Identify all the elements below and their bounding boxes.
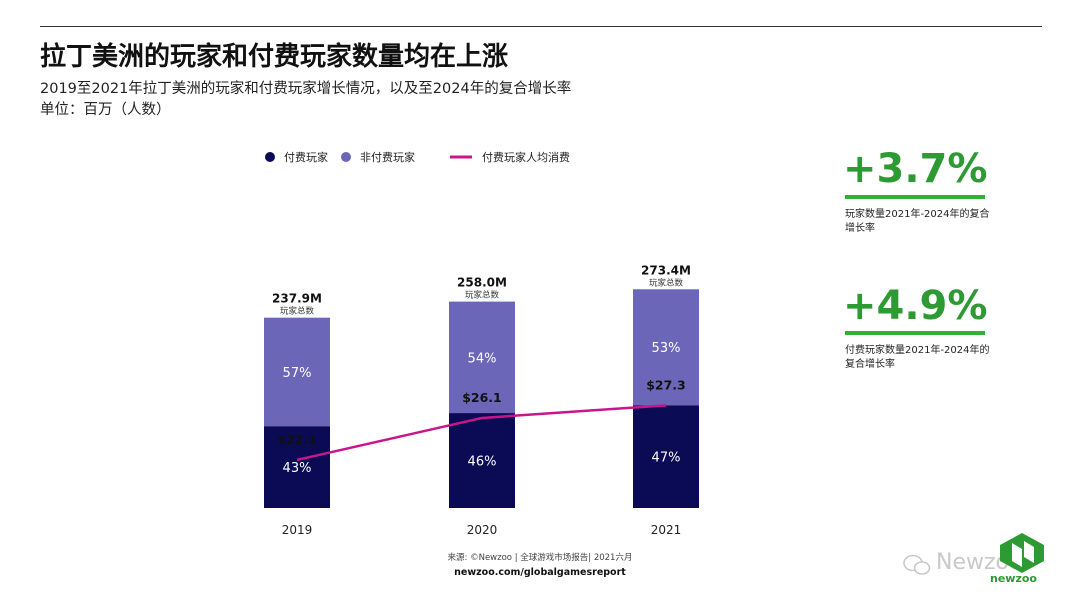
legend-swatch-nonpaying	[341, 152, 351, 162]
legend-label-paying: 付费玩家	[284, 150, 328, 164]
bar-label-paying-2019: 43%	[283, 461, 312, 476]
legend-swatch-paying	[265, 152, 275, 162]
spend-label-2020: $26.1	[462, 390, 502, 405]
page-title: 拉丁美洲的玩家和付费玩家数量均在上涨	[40, 42, 509, 72]
bar-nonpaying-2020	[449, 301, 515, 414]
bar-nonpaying-2019	[264, 317, 330, 427]
wechat-icon	[903, 554, 931, 575]
kpi-bar-players	[845, 195, 985, 199]
legend-label-nonpaying: 非付费玩家	[360, 150, 415, 164]
kpi-value-players: +3.7%	[843, 146, 988, 192]
total-label-2021: 273.4M	[641, 263, 691, 277]
kpi-value-paying: +4.9%	[843, 283, 988, 329]
bar-label-nonpaying-2019: 57%	[283, 366, 312, 381]
x-tick-label-2020: 2020	[467, 523, 498, 537]
spend-label-2021: $27.3	[646, 377, 686, 392]
bar-label-nonpaying-2020: 54%	[468, 351, 497, 366]
total-label-2020: 258.0M	[457, 276, 507, 290]
bar-paying-2019	[264, 426, 330, 508]
unit-label: 单位：百万（人数）	[40, 102, 171, 118]
bar-paying-2020	[449, 413, 515, 508]
total-label-2019: 237.9M	[272, 292, 322, 306]
bar-label-paying-2021: 47%	[652, 451, 681, 466]
bar-paying-2021	[633, 405, 699, 508]
x-tick-label-2021: 2021	[651, 523, 682, 537]
source-link[interactable]: newzoo.com/globalgamesreport	[454, 567, 626, 578]
source-note: 来源: ©Newzoo | 全球游戏市场报告| 2021六月	[447, 553, 633, 563]
total-sublabel-2019: 玩家总数	[280, 306, 315, 317]
spend-label-2019: $22.1	[277, 432, 317, 447]
page-subtitle: 2019至2021年拉丁美洲的玩家和付费玩家增长情况，以及至2024年的复合增长…	[40, 81, 572, 97]
kpi-desc-players: 玩家数量2021年-2024年的复合增长率	[845, 209, 990, 234]
bar-nonpaying-2021	[633, 289, 699, 406]
newzoo-logo-icon	[1000, 533, 1044, 573]
total-sublabel-2020: 玩家总数	[465, 290, 500, 301]
legend-label-spend: 付费玩家人均消费	[482, 150, 570, 164]
logo-text: newzoo	[990, 572, 1037, 585]
top-rule	[40, 26, 1042, 27]
bar-label-paying-2020: 46%	[468, 455, 497, 470]
kpi-desc-paying: 付费玩家数量2021年-2024年的复合增长率	[845, 345, 990, 370]
total-sublabel-2021: 玩家总数	[649, 277, 684, 288]
kpi-bar-paying	[845, 331, 985, 335]
spend-line	[296, 404, 667, 462]
bar-label-nonpaying-2021: 53%	[652, 341, 681, 356]
x-tick-label-2019: 2019	[282, 523, 313, 537]
